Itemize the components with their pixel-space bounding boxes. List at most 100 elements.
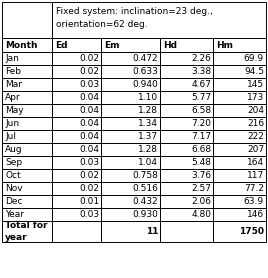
Bar [161,130,213,143]
Text: 1.37: 1.37 [138,132,158,141]
Text: 0.04: 0.04 [79,93,99,102]
Text: 1.28: 1.28 [138,106,158,115]
Text: Hm: Hm [216,41,233,49]
Bar [2,130,52,143]
Bar [213,78,266,91]
Bar [52,38,101,52]
Bar [161,156,213,169]
Text: 11: 11 [146,227,158,236]
Bar [2,117,52,130]
Bar [161,52,213,65]
Bar [213,143,266,156]
Bar [213,208,266,221]
Bar [52,208,101,221]
Text: 2.06: 2.06 [191,197,211,206]
Bar [161,169,213,182]
Bar [101,156,161,169]
Text: Month: Month [5,41,38,49]
Bar [2,38,52,52]
Text: orientation=62 deg.: orientation=62 deg. [56,20,147,29]
Bar [161,91,213,104]
Bar [213,182,266,195]
Text: 207: 207 [247,145,264,154]
Text: 0.940: 0.940 [133,80,158,89]
Text: 0.04: 0.04 [79,145,99,154]
Text: 0.02: 0.02 [79,184,99,193]
Bar [161,117,213,130]
Bar [2,2,52,38]
Text: 173: 173 [247,93,264,102]
Bar [101,169,161,182]
Text: Feb: Feb [5,67,21,76]
Bar [101,52,161,65]
Bar [161,208,213,221]
Text: Mar: Mar [5,80,22,89]
Text: 164: 164 [247,158,264,167]
Text: 0.516: 0.516 [132,184,158,193]
Text: 4.67: 4.67 [191,80,211,89]
Bar [161,182,213,195]
Text: 69.9: 69.9 [244,54,264,63]
Bar [52,2,266,38]
Bar [101,104,161,117]
Text: 145: 145 [247,80,264,89]
Bar [161,65,213,78]
Text: 0.930: 0.930 [132,210,158,219]
Bar [2,91,52,104]
Bar [213,91,266,104]
Bar [101,195,161,208]
Text: 0.633: 0.633 [132,67,158,76]
Text: Apr: Apr [5,93,21,102]
Bar [2,52,52,65]
Text: 117: 117 [247,171,264,180]
Bar [101,130,161,143]
Text: 0.02: 0.02 [79,67,99,76]
Text: 146: 146 [247,210,264,219]
Text: 7.17: 7.17 [191,132,211,141]
Bar [52,78,101,91]
Text: 0.02: 0.02 [79,171,99,180]
Bar [52,117,101,130]
Text: 7.20: 7.20 [191,119,211,128]
Bar [213,195,266,208]
Text: 0.02: 0.02 [79,54,99,63]
Text: May: May [5,106,24,115]
Bar [2,156,52,169]
Bar [52,104,101,117]
Text: 0.01: 0.01 [79,197,99,206]
Bar [52,52,101,65]
Bar [101,65,161,78]
Text: 63.9: 63.9 [244,197,264,206]
Bar [52,156,101,169]
Text: 3.76: 3.76 [191,171,211,180]
Text: Aug: Aug [5,145,23,154]
Bar [52,182,101,195]
Bar [161,38,213,52]
Text: 1750: 1750 [239,227,264,236]
Text: 3.38: 3.38 [191,67,211,76]
Bar [52,143,101,156]
Text: Fixed system: inclination=23 deg.,: Fixed system: inclination=23 deg., [56,7,213,16]
Text: 1.04: 1.04 [138,158,158,167]
Bar [101,182,161,195]
Text: 1.10: 1.10 [138,93,158,102]
Bar [161,143,213,156]
Bar [213,52,266,65]
Text: 204: 204 [247,106,264,115]
Text: 0.432: 0.432 [133,197,158,206]
Bar [101,117,161,130]
Text: 0.03: 0.03 [79,210,99,219]
Text: 0.758: 0.758 [132,171,158,180]
Text: 216: 216 [247,119,264,128]
Bar [101,221,161,242]
Text: Jan: Jan [5,54,19,63]
Bar [161,78,213,91]
Text: 0.04: 0.04 [79,132,99,141]
Text: 5.48: 5.48 [191,158,211,167]
Text: 6.58: 6.58 [191,106,211,115]
Bar [52,65,101,78]
Bar [2,195,52,208]
Bar [52,221,101,242]
Bar [52,195,101,208]
Text: 94.5: 94.5 [244,67,264,76]
